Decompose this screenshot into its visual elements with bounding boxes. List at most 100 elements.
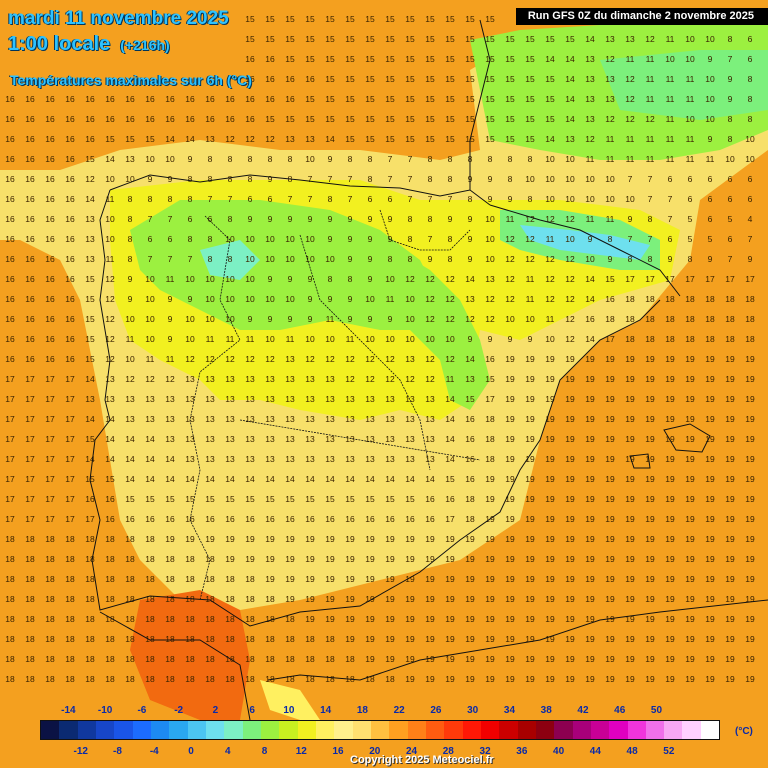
grid-value: 18 [285, 654, 295, 664]
legend-swatch [517, 721, 536, 739]
legend-label-bottom: -4 [149, 746, 159, 757]
grid-value: 19 [645, 614, 655, 624]
run-info: Run GFS 0Z du dimanche 2 novembre 2025 [515, 8, 768, 25]
grid-value: 10 [185, 314, 195, 324]
grid-value: 19 [685, 454, 695, 464]
grid-value: 13 [285, 394, 295, 404]
grid-value: 19 [705, 374, 715, 384]
grid-value: 14 [185, 474, 195, 484]
grid-value: 10 [425, 334, 435, 344]
grid-value: 19 [605, 414, 615, 424]
grid-value: 13 [385, 454, 395, 464]
grid-value: 18 [205, 674, 215, 684]
grid-value: 16 [425, 494, 435, 504]
grid-value: 16 [485, 354, 495, 364]
grid-value: 18 [605, 314, 615, 324]
grid-value: 14 [445, 454, 455, 464]
grid-value: 16 [225, 94, 235, 104]
grid-value: 19 [525, 674, 535, 684]
grid-value: 12 [505, 294, 515, 304]
grid-value: 15 [125, 134, 135, 144]
temperature-grid-values: 15 15 15 15 15 15 15 15 15 15 15 15 15 15 15 15 15 15 15 15… [5, 14, 755, 684]
grid-value: 9 [328, 154, 333, 164]
grid-value: 6 [668, 234, 673, 244]
grid-value: 18 [465, 514, 475, 524]
grid-value: 6 [208, 214, 213, 224]
grid-value: 8 [748, 94, 753, 104]
grid-value: 19 [285, 594, 295, 604]
grid-value: 8 [288, 154, 293, 164]
grid-value: 19 [605, 574, 615, 584]
grid-value: 19 [525, 534, 535, 544]
grid-value: 19 [565, 654, 575, 664]
grid-value: 19 [505, 554, 515, 564]
grid-value: 6 [668, 174, 673, 184]
grid-value: 15 [385, 494, 395, 504]
grid-value: 13 [85, 394, 95, 404]
grid-value: 12 [605, 114, 615, 124]
grid-value: 17 [65, 474, 75, 484]
grid-value: 13 [185, 374, 195, 384]
grid-value: 19 [665, 394, 675, 404]
grid-value: 18 [165, 574, 175, 584]
grid-value: 18 [665, 334, 675, 344]
grid-value: 16 [405, 514, 415, 524]
grid-value: 13 [285, 434, 295, 444]
grid-value: 9 [268, 314, 273, 324]
grid-value: 16 [65, 254, 75, 264]
grid-value: 12 [145, 374, 155, 384]
grid-value: 17 [5, 394, 15, 404]
grid-value: 12 [545, 294, 555, 304]
grid-value: 18 [205, 654, 215, 664]
grid-value: 18 [145, 534, 155, 544]
grid-value: 18 [685, 294, 695, 304]
legend-swatch [499, 721, 518, 739]
grid-value: 16 [45, 114, 55, 124]
legend-swatch [315, 721, 335, 739]
grid-value: 13 [265, 454, 275, 464]
legend-label-top: -10 [97, 705, 113, 716]
grid-value: 15 [485, 14, 495, 24]
legend-unit: (°C) [735, 726, 753, 737]
grid-value: 16 [205, 514, 215, 524]
grid-value: 16 [25, 194, 35, 204]
grid-value: 17 [25, 434, 35, 444]
grid-value: 13 [285, 374, 295, 384]
grid-value: 19 [665, 654, 675, 664]
grid-value: 18 [325, 634, 335, 644]
grid-value: 17 [5, 414, 15, 424]
grid-value: 12 [505, 254, 515, 264]
grid-value: 19 [665, 514, 675, 524]
grid-value: 9 [368, 274, 373, 284]
grid-value: 19 [705, 514, 715, 524]
grid-value: 15 [465, 34, 475, 44]
grid-value: 16 [85, 494, 95, 504]
grid-value: 8 [188, 194, 193, 204]
grid-value: 8 [748, 114, 753, 124]
grid-value: 19 [525, 354, 535, 364]
grid-value: 19 [385, 534, 395, 544]
grid-value: 11 [226, 334, 235, 344]
grid-value: 19 [745, 594, 755, 604]
grid-value: 19 [525, 374, 535, 384]
grid-value: 19 [305, 554, 315, 564]
grid-value: 9 [368, 234, 373, 244]
grid-value: 19 [585, 654, 595, 664]
grid-value: 10 [125, 314, 135, 324]
grid-value: 15 [345, 94, 355, 104]
legend-label-bottom: 32 [479, 746, 491, 757]
grid-value: 16 [45, 274, 55, 284]
grid-value: 19 [685, 474, 695, 484]
grid-value: 16 [105, 494, 115, 504]
grid-value: 13 [185, 394, 195, 404]
grid-value: 18 [225, 614, 235, 624]
grid-value: 19 [425, 554, 435, 564]
grid-value: 14 [565, 74, 575, 84]
grid-value: 19 [185, 534, 195, 544]
legend-label-top: 50 [650, 705, 663, 716]
grid-value: 16 [265, 94, 275, 104]
grid-value: 15 [85, 294, 95, 304]
grid-value: 9 [128, 294, 133, 304]
grid-value: 19 [245, 554, 255, 564]
temperature-zones [0, 10, 768, 720]
